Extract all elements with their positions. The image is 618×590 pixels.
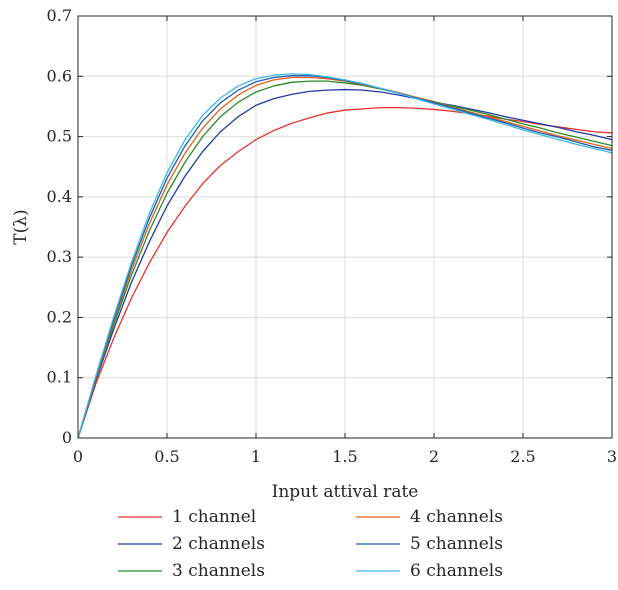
y-tick-label: 0.1: [47, 368, 72, 387]
x-tick-label: 1.5: [332, 447, 357, 466]
y-tick-label: 0.4: [47, 187, 72, 206]
legend-label: 1 channel: [172, 507, 256, 527]
series-line-3: [77, 80, 613, 439]
x-tick-label: 2: [429, 447, 439, 466]
legend: 1 channel 2 channels 3 channels 4 channels 5…: [118, 507, 503, 581]
series-line-6: [77, 73, 613, 439]
y-tick-label: 0.5: [47, 127, 72, 146]
legend-label: 4 channels: [410, 507, 503, 527]
y-tick-label: 0.6: [47, 66, 72, 85]
legend-label: 2 channels: [172, 534, 265, 554]
x-tick-label: 0: [73, 447, 83, 466]
x-tick-label: 2.5: [510, 447, 535, 466]
legend-item-1: 1 channel: [118, 507, 256, 527]
y-tick-label: 0: [62, 428, 72, 447]
series-line-2: [77, 88, 613, 439]
legend-item-6: 6 channels: [356, 561, 503, 581]
y-tick-label: 0.3: [47, 247, 72, 266]
series-line-1: [77, 106, 613, 439]
x-axis-label: Input attival rate: [272, 482, 419, 502]
legend-label: 5 channels: [410, 534, 503, 554]
axis-ticks: 0 0.5 1 1.5 2 2.5 3 0 0.1 0.2 0.3 0.4 0.5 0.6 0.7: [47, 6, 618, 466]
y-axis-label: T(λ): [11, 209, 31, 244]
legend-item-3: 3 channels: [118, 561, 265, 581]
y-tick-label: 0.2: [47, 307, 72, 326]
x-tick-label: 3: [607, 447, 617, 466]
legend-item-5: 5 channels: [356, 534, 503, 554]
series-lines: [77, 73, 613, 439]
legend-label: 6 channels: [410, 561, 503, 581]
legend-label: 3 channels: [172, 561, 265, 581]
legend-item-4: 4 channels: [356, 507, 503, 527]
y-tick-label: 0.7: [47, 6, 72, 25]
x-tick-label: 1: [251, 447, 261, 466]
legend-item-2: 2 channels: [118, 534, 265, 554]
x-tick-label: 0.5: [154, 447, 179, 466]
